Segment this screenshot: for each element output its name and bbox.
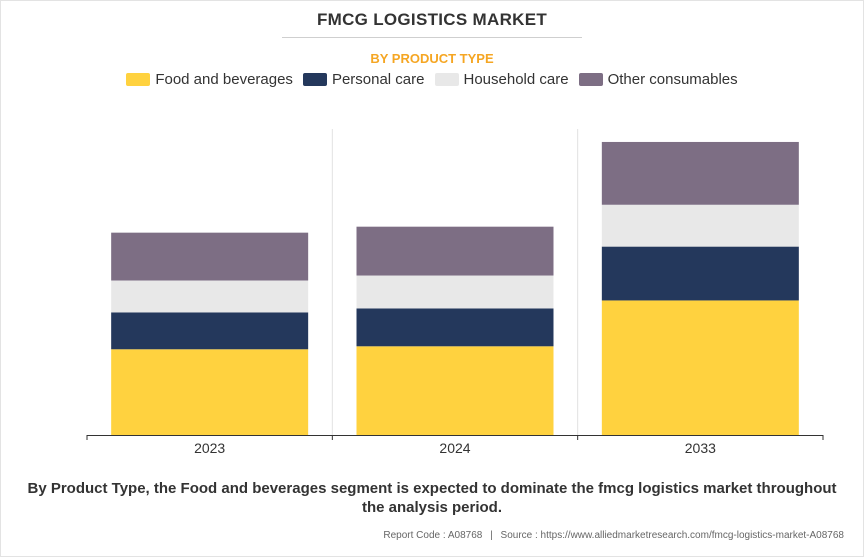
legend-swatch — [434, 73, 459, 86]
x-tick-label: 2023 — [194, 440, 225, 456]
legend-swatch — [126, 73, 151, 86]
legend-label: Food and beverages — [155, 71, 293, 88]
legend-item-personal-care: Personal care — [302, 71, 425, 88]
legend-swatch — [302, 73, 327, 86]
bar-2023-personal-care — [111, 312, 309, 350]
x-tick-label: 2033 — [685, 440, 716, 456]
bar-2033-food-and-beverages — [601, 300, 799, 435]
legend-label: Other consumables — [607, 71, 738, 88]
legend-item-other-consumables: Other consumables — [578, 71, 738, 88]
bar-2033-other-consumables — [601, 141, 799, 205]
legend: Food and beverages Personal care Househo… — [0, 71, 864, 88]
bar-2024-food-and-beverages — [356, 346, 554, 435]
source-separator: | — [490, 530, 493, 541]
bar-2033-household-care — [601, 204, 799, 247]
report-source-line: Report Code : A08768 | Source : https://… — [383, 530, 844, 541]
bar-2023-other-consumables — [111, 232, 309, 281]
title-underline — [282, 37, 582, 38]
bar-2024-other-consumables — [356, 226, 554, 276]
stacked-bar-chart: 2023 2024 2033 — [86, 129, 824, 456]
bar-2024-household-care — [356, 275, 554, 309]
legend-item-household-care: Household care — [434, 71, 569, 88]
legend-label: Personal care — [331, 71, 425, 88]
legend-label: Household care — [463, 71, 569, 88]
bar-2023-household-care — [111, 280, 309, 313]
legend-swatch — [578, 73, 603, 86]
chart-title: FMCG LOGISTICS MARKET — [316, 10, 548, 29]
x-tick-label: 2024 — [439, 440, 470, 456]
bar-2024-personal-care — [356, 308, 554, 347]
bar-2023-food-and-beverages — [111, 349, 309, 435]
report-code: Report Code : A08768 — [383, 530, 483, 541]
source-url: Source : https://www.alliedmarketresearc… — [500, 530, 844, 541]
chart-subtitle: BY PRODUCT TYPE — [370, 51, 494, 66]
bar-2033-personal-care — [601, 246, 799, 301]
chart-footnote: By Product Type, the Food and beverages … — [27, 480, 837, 516]
legend-item-food-and-beverages: Food and beverages — [126, 71, 293, 88]
